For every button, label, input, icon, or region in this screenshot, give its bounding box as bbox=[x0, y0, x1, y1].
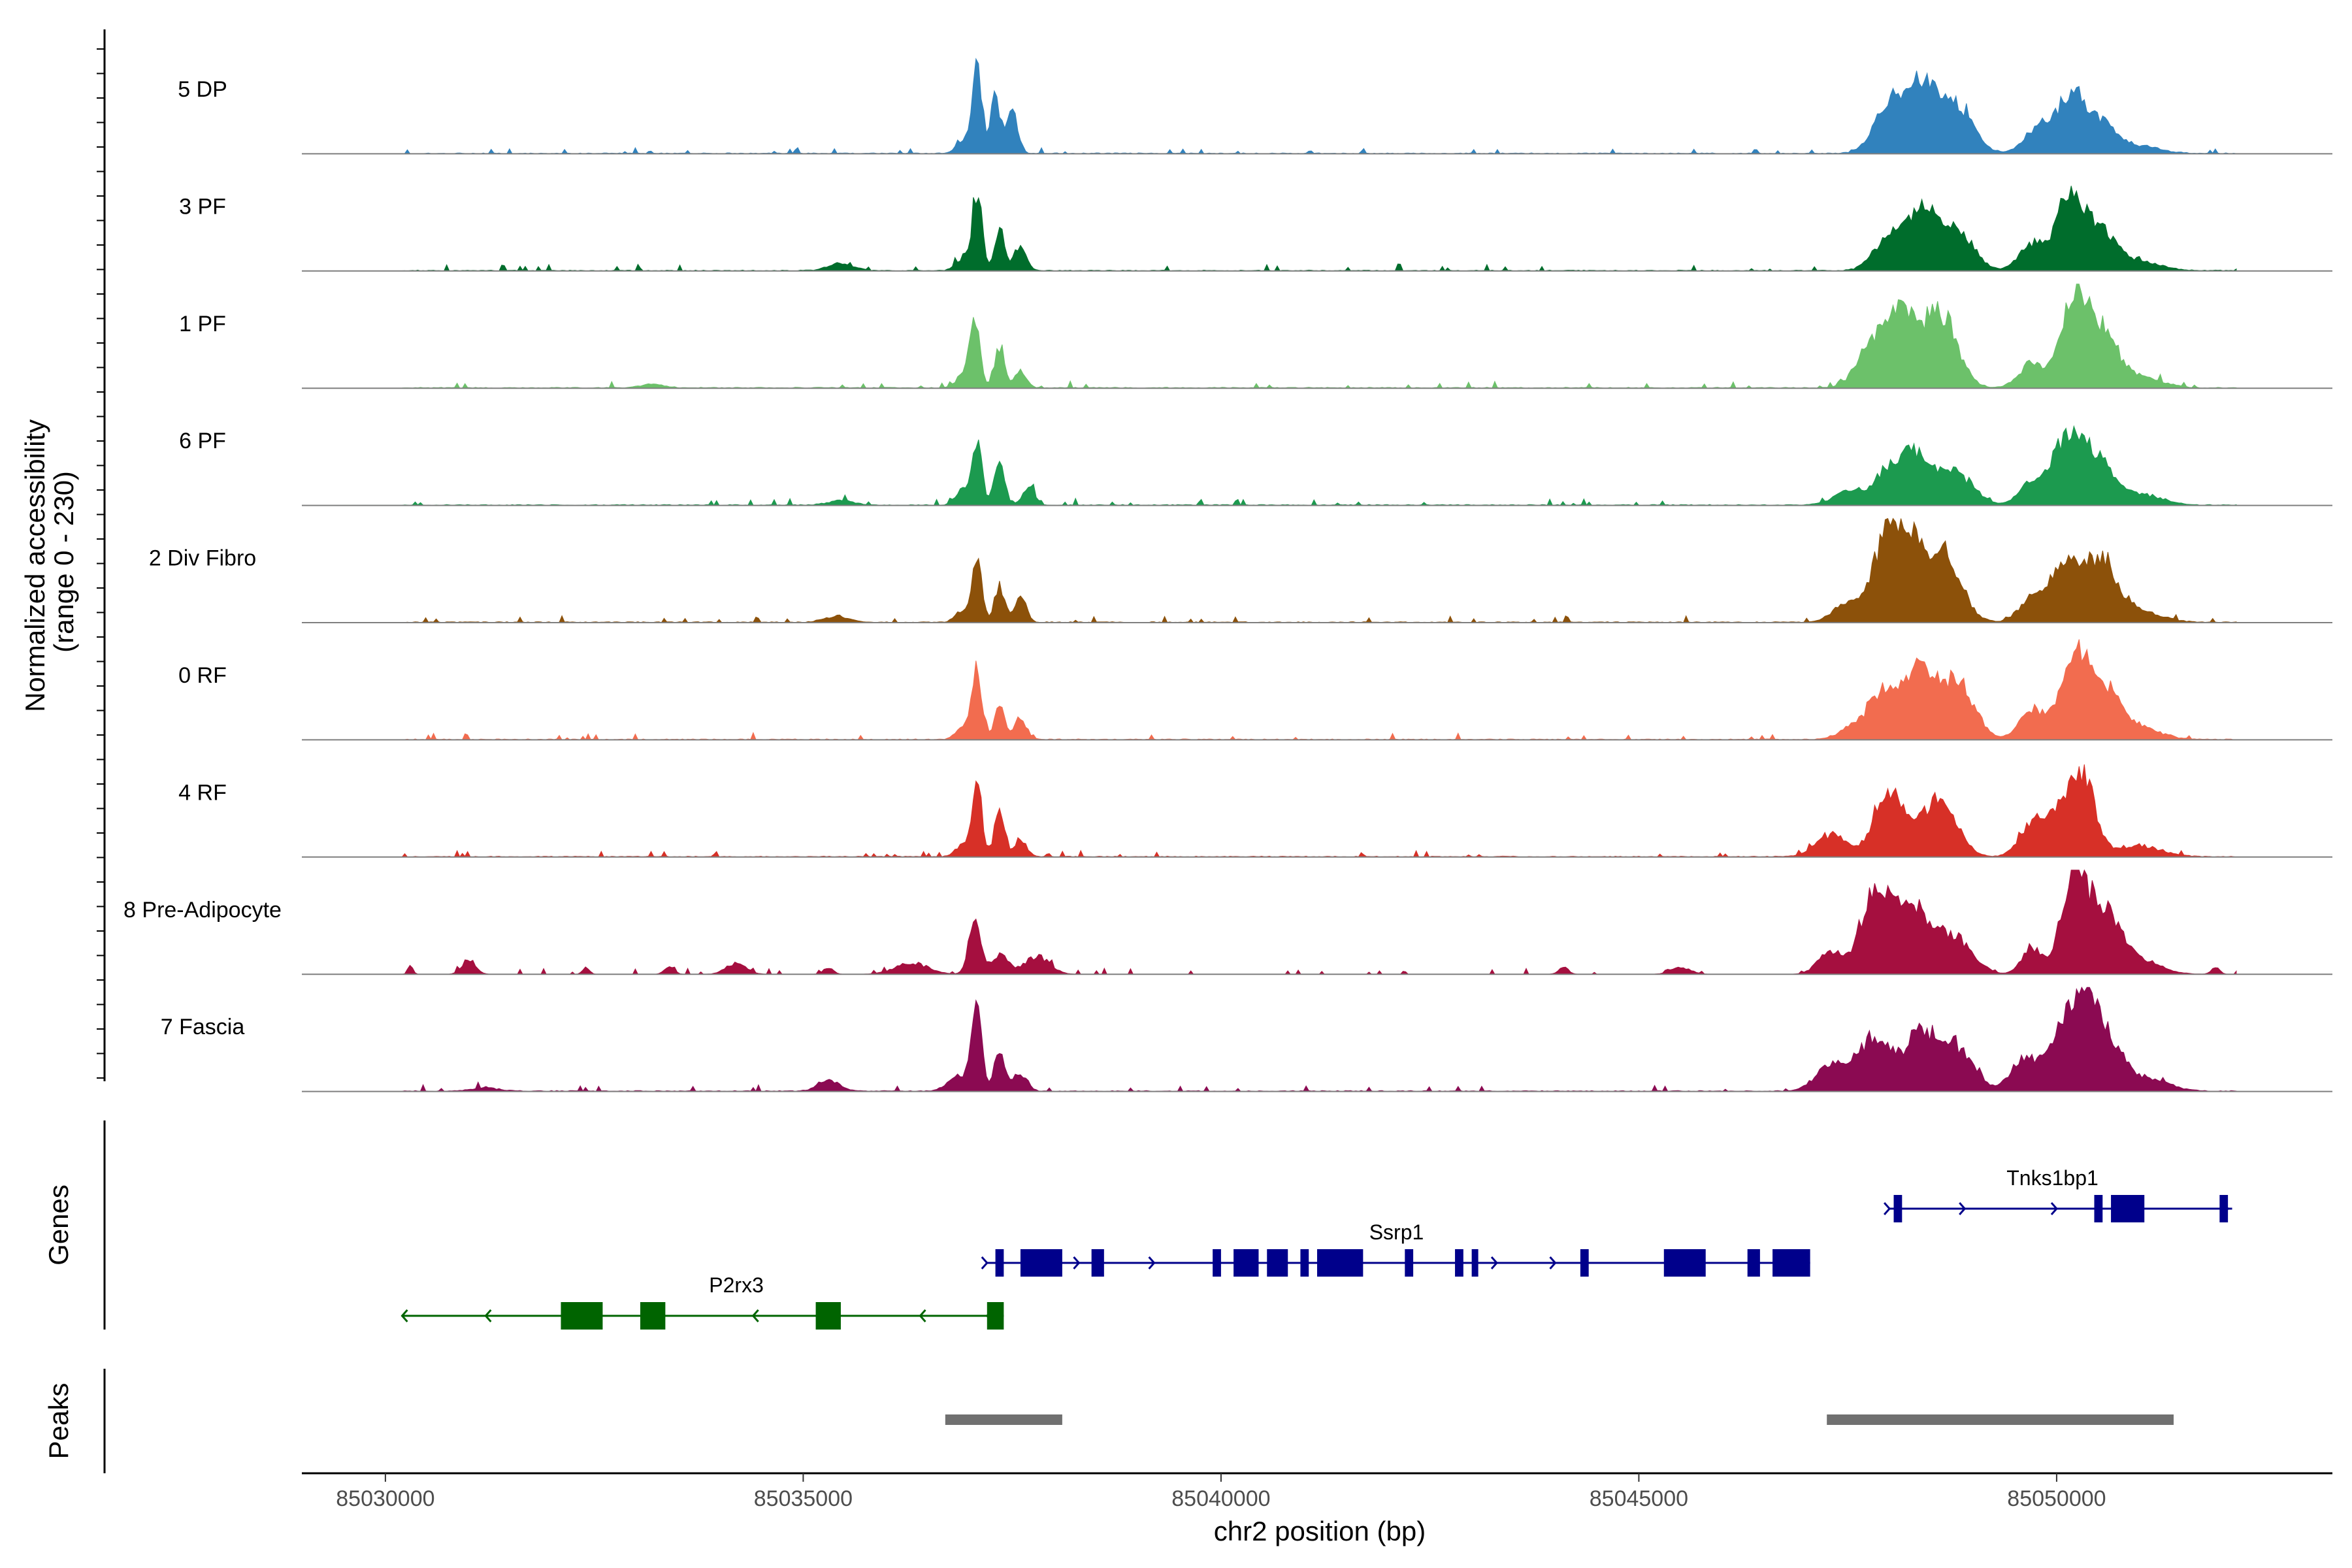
x-axis: 85030000 85035000 85040000 85045000 85050000 bbox=[302, 1472, 2332, 1511]
gene-exon bbox=[1300, 1249, 1309, 1277]
x-tick-label: 85040000 bbox=[1171, 1486, 1270, 1511]
gene-track: Tnks1bp1 Ssrp1 P2rx3 bbox=[400, 1166, 2232, 1330]
gene-exon bbox=[1471, 1249, 1478, 1277]
track-4-rf: 4 RF bbox=[178, 764, 2332, 858]
gene-exon bbox=[1267, 1249, 1288, 1277]
track-label: 5 DP bbox=[178, 77, 227, 102]
strand-arrow-icon bbox=[2050, 1202, 2058, 1215]
gene-p2rx3: P2rx3 bbox=[400, 1273, 1004, 1330]
strand-arrow-icon bbox=[1148, 1256, 1156, 1269]
gene-label: Tnks1bp1 bbox=[2006, 1166, 2099, 1190]
gene-exon bbox=[2111, 1195, 2145, 1222]
x-axis-title: chr2 position (bp) bbox=[1214, 1516, 1426, 1546]
track-5-dp: 5 DP bbox=[178, 57, 2332, 155]
gene-exon bbox=[2094, 1195, 2103, 1222]
strand-arrow-icon bbox=[1883, 1202, 1891, 1215]
x-tick-label: 85050000 bbox=[2007, 1486, 2106, 1511]
y-axis-title-line-2: (range 0 - 230) bbox=[48, 471, 79, 653]
strand-arrow-icon bbox=[484, 1309, 492, 1322]
track-label: 8 Pre-Adipocyte bbox=[123, 898, 282, 923]
track-7-fascia: 7 Fascia bbox=[161, 987, 2332, 1092]
gene-exon bbox=[1317, 1249, 1364, 1277]
gene-exon bbox=[1893, 1195, 1903, 1222]
strand-arrow-icon bbox=[919, 1309, 926, 1322]
track-8-pre-adipocyte: 8 Pre-Adipocyte bbox=[123, 869, 2332, 975]
gene-exon bbox=[1772, 1249, 1810, 1277]
gene-exon bbox=[995, 1249, 1004, 1277]
genes-panel-label: Genes bbox=[43, 1184, 74, 1266]
gene-exon bbox=[1580, 1249, 1589, 1277]
gene-exon bbox=[2219, 1195, 2229, 1222]
peak-bar bbox=[1827, 1414, 2174, 1425]
peak-bar bbox=[945, 1414, 1062, 1425]
gene-exon bbox=[640, 1302, 666, 1330]
gene-label: P2rx3 bbox=[709, 1273, 764, 1297]
track-1-pf: 1 PF bbox=[179, 284, 2332, 389]
track-label: 3 PF bbox=[179, 194, 226, 219]
gene-exon bbox=[1213, 1249, 1221, 1277]
gene-exon bbox=[1405, 1249, 1414, 1277]
track-label: 2 Div Fibro bbox=[149, 546, 256, 571]
gene-label: Ssrp1 bbox=[1369, 1220, 1424, 1244]
strand-arrow-icon bbox=[1490, 1256, 1498, 1269]
track-3-pf: 3 PF bbox=[179, 186, 2332, 272]
strand-arrow-icon bbox=[1073, 1256, 1081, 1269]
gene-exon bbox=[561, 1302, 603, 1330]
strand-arrow-icon bbox=[1549, 1256, 1557, 1269]
gene-exon bbox=[1747, 1249, 1760, 1277]
x-tick-label: 85035000 bbox=[754, 1486, 853, 1511]
strand-arrow-icon bbox=[981, 1256, 988, 1269]
gene-ssrp1: Ssrp1 bbox=[981, 1220, 1810, 1277]
gene-exon bbox=[815, 1302, 841, 1330]
gene-exon bbox=[987, 1302, 1004, 1330]
strand-arrow-icon bbox=[985, 1309, 993, 1322]
track-label: 6 PF bbox=[179, 429, 226, 453]
coverage-tracks: 5 DP 3 PF 1 PF 6 PF 2 Div Fibro 0 RF 4 RF 8 Pre… bbox=[123, 57, 2332, 1092]
gene-exon bbox=[1455, 1249, 1463, 1277]
left-axes bbox=[97, 29, 106, 1473]
gene-exon bbox=[1091, 1249, 1104, 1277]
track-label: 7 Fascia bbox=[161, 1015, 245, 1039]
y-axis-title: Normalized accessibility (range 0 - 230) bbox=[20, 412, 79, 712]
track-6-pf: 6 PF bbox=[179, 425, 2332, 506]
gene-exon bbox=[1663, 1249, 1706, 1277]
y-axis-title-line-1: Normalized accessibility bbox=[20, 419, 50, 712]
strand-arrow-icon bbox=[2221, 1202, 2230, 1215]
peaks-panel-label: Peaks bbox=[43, 1383, 74, 1460]
x-tick-label: 85045000 bbox=[1590, 1486, 1688, 1511]
gene-tnks1bp1: Tnks1bp1 bbox=[1883, 1166, 2232, 1222]
gene-exon bbox=[1233, 1249, 1259, 1277]
strand-arrow-icon bbox=[400, 1309, 408, 1322]
track-0-rf: 0 RF bbox=[178, 639, 2332, 741]
track-2-div-fibro: 2 Div Fibro bbox=[149, 517, 2332, 623]
strand-arrow-icon bbox=[1959, 1202, 1967, 1215]
track-label: 0 RF bbox=[178, 663, 227, 688]
peak-track bbox=[945, 1414, 2174, 1425]
strand-arrow-icon bbox=[751, 1309, 759, 1322]
gene-exon bbox=[1020, 1249, 1062, 1277]
track-label: 1 PF bbox=[179, 312, 226, 336]
track-label: 4 RF bbox=[178, 780, 227, 805]
x-tick-label: 85030000 bbox=[336, 1486, 434, 1511]
